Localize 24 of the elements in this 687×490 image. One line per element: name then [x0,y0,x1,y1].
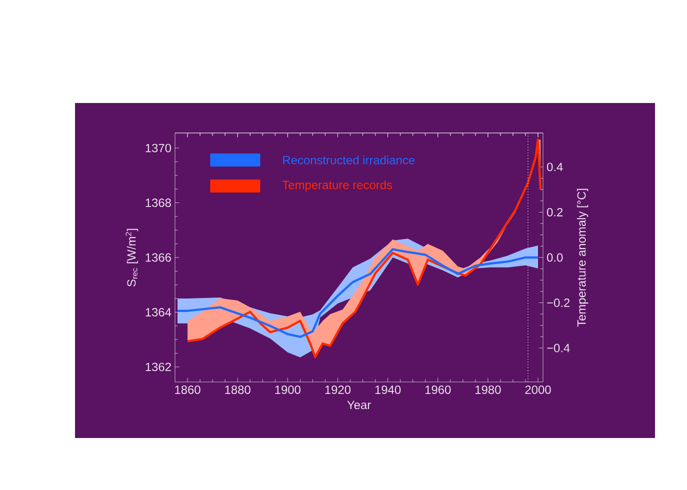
legend-label: Temperature records [282,180,392,192]
y2-tick-label: 0.2 [546,208,563,216]
y-tick-label: 1362 [146,362,171,372]
y2-tick-label: −0.2 [547,298,570,307]
y-tick-label: 1366 [146,253,171,262]
y2-axis-title: Temperature anomaly [°C] [576,188,588,327]
y2-tick-label: 0.4 [546,162,563,172]
y-tick-label: 1364 [146,308,172,316]
y2-tick-label: 0.0 [546,253,563,262]
y2-tick-label: −0.4 [547,344,570,352]
y-tick-label: 1368 [146,198,171,207]
line-series [176,248,540,338]
x-tick-label: 1860 [175,386,200,394]
x-tick-label: 1980 [476,386,501,394]
x-tick-label: 1920 [325,386,351,394]
y-tick-label: 1370 [146,144,172,152]
y-axis-title: S$_{rec}$ [W/m$^{2}$] [126,228,138,286]
x-tick-label: 2000 [525,386,551,394]
x-tick-label: 1940 [375,386,401,394]
x-tick-label: 1960 [425,386,451,394]
x-axis-title: Year [347,400,371,410]
legend-label: Reconstructed irradiance [283,156,415,164]
x-tick-label: 1880 [225,386,250,394]
x-tick-label: 1900 [275,386,300,394]
